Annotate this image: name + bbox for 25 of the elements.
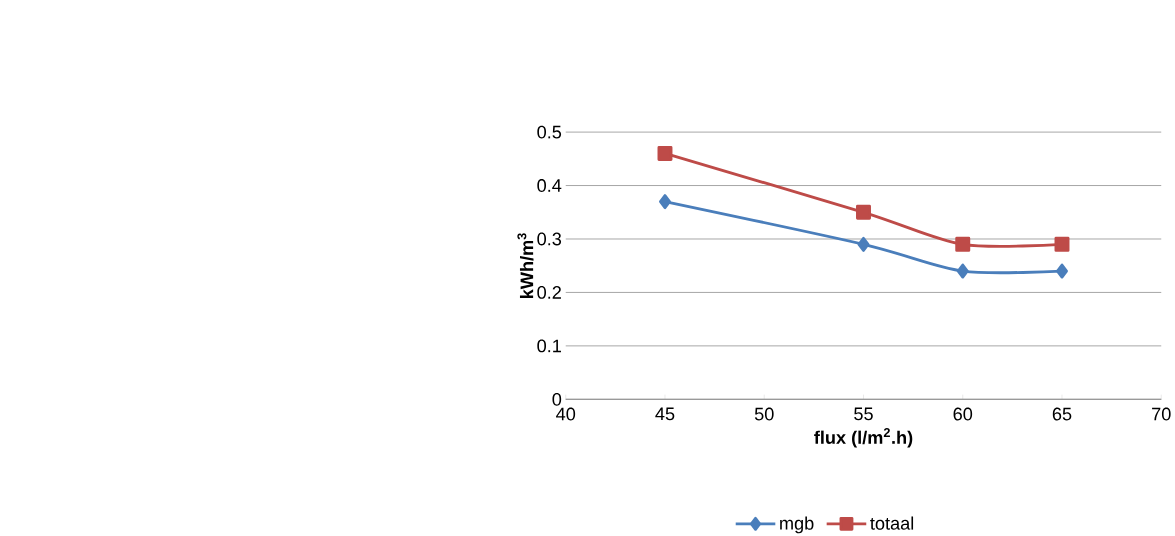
y-tick-label: 0.1 (537, 339, 561, 353)
y-axis-title: kWh/m$^{3}$ (517, 233, 534, 299)
point (659, 194, 671, 210)
point (955, 237, 971, 252)
y-tick-label: 0 (552, 393, 562, 406)
point (856, 204, 871, 220)
x-tick-label: 70 (1152, 407, 1171, 421)
y-tick-label: 0.4 (537, 179, 562, 193)
point (956, 263, 969, 279)
legend-label: totaal (870, 516, 914, 530)
point (657, 146, 673, 162)
x-tick-label: 50 (754, 407, 774, 421)
x-tick-label: 45 (655, 407, 675, 421)
x-axis-title: flux (l/m$^{2}$.h) (814, 428, 913, 448)
point (1054, 237, 1070, 252)
x-tick-label: 55 (854, 407, 873, 421)
x-tick-label: 65 (1052, 407, 1072, 421)
y-tick-label: 0.3 (537, 232, 562, 246)
point (857, 237, 870, 252)
x-tick-label: 40 (556, 407, 576, 421)
legend-label: mgb (780, 516, 814, 534)
y-tick-label: 0.2 (537, 286, 561, 300)
x-tick-label: 60 (953, 407, 973, 421)
y-tick-label: 0.5 (537, 125, 562, 139)
point (1056, 263, 1068, 279)
